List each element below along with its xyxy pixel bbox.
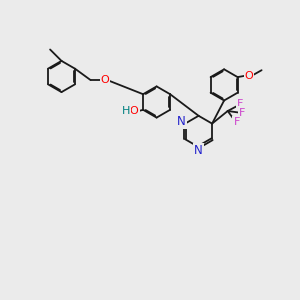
Text: N: N (194, 144, 203, 158)
Text: H: H (122, 106, 130, 116)
Text: F: F (239, 107, 245, 118)
Text: F: F (233, 117, 240, 128)
Text: N: N (177, 115, 186, 128)
Text: O: O (130, 106, 139, 116)
Text: O: O (100, 75, 109, 85)
Text: F: F (237, 99, 244, 110)
Text: O: O (244, 70, 253, 81)
